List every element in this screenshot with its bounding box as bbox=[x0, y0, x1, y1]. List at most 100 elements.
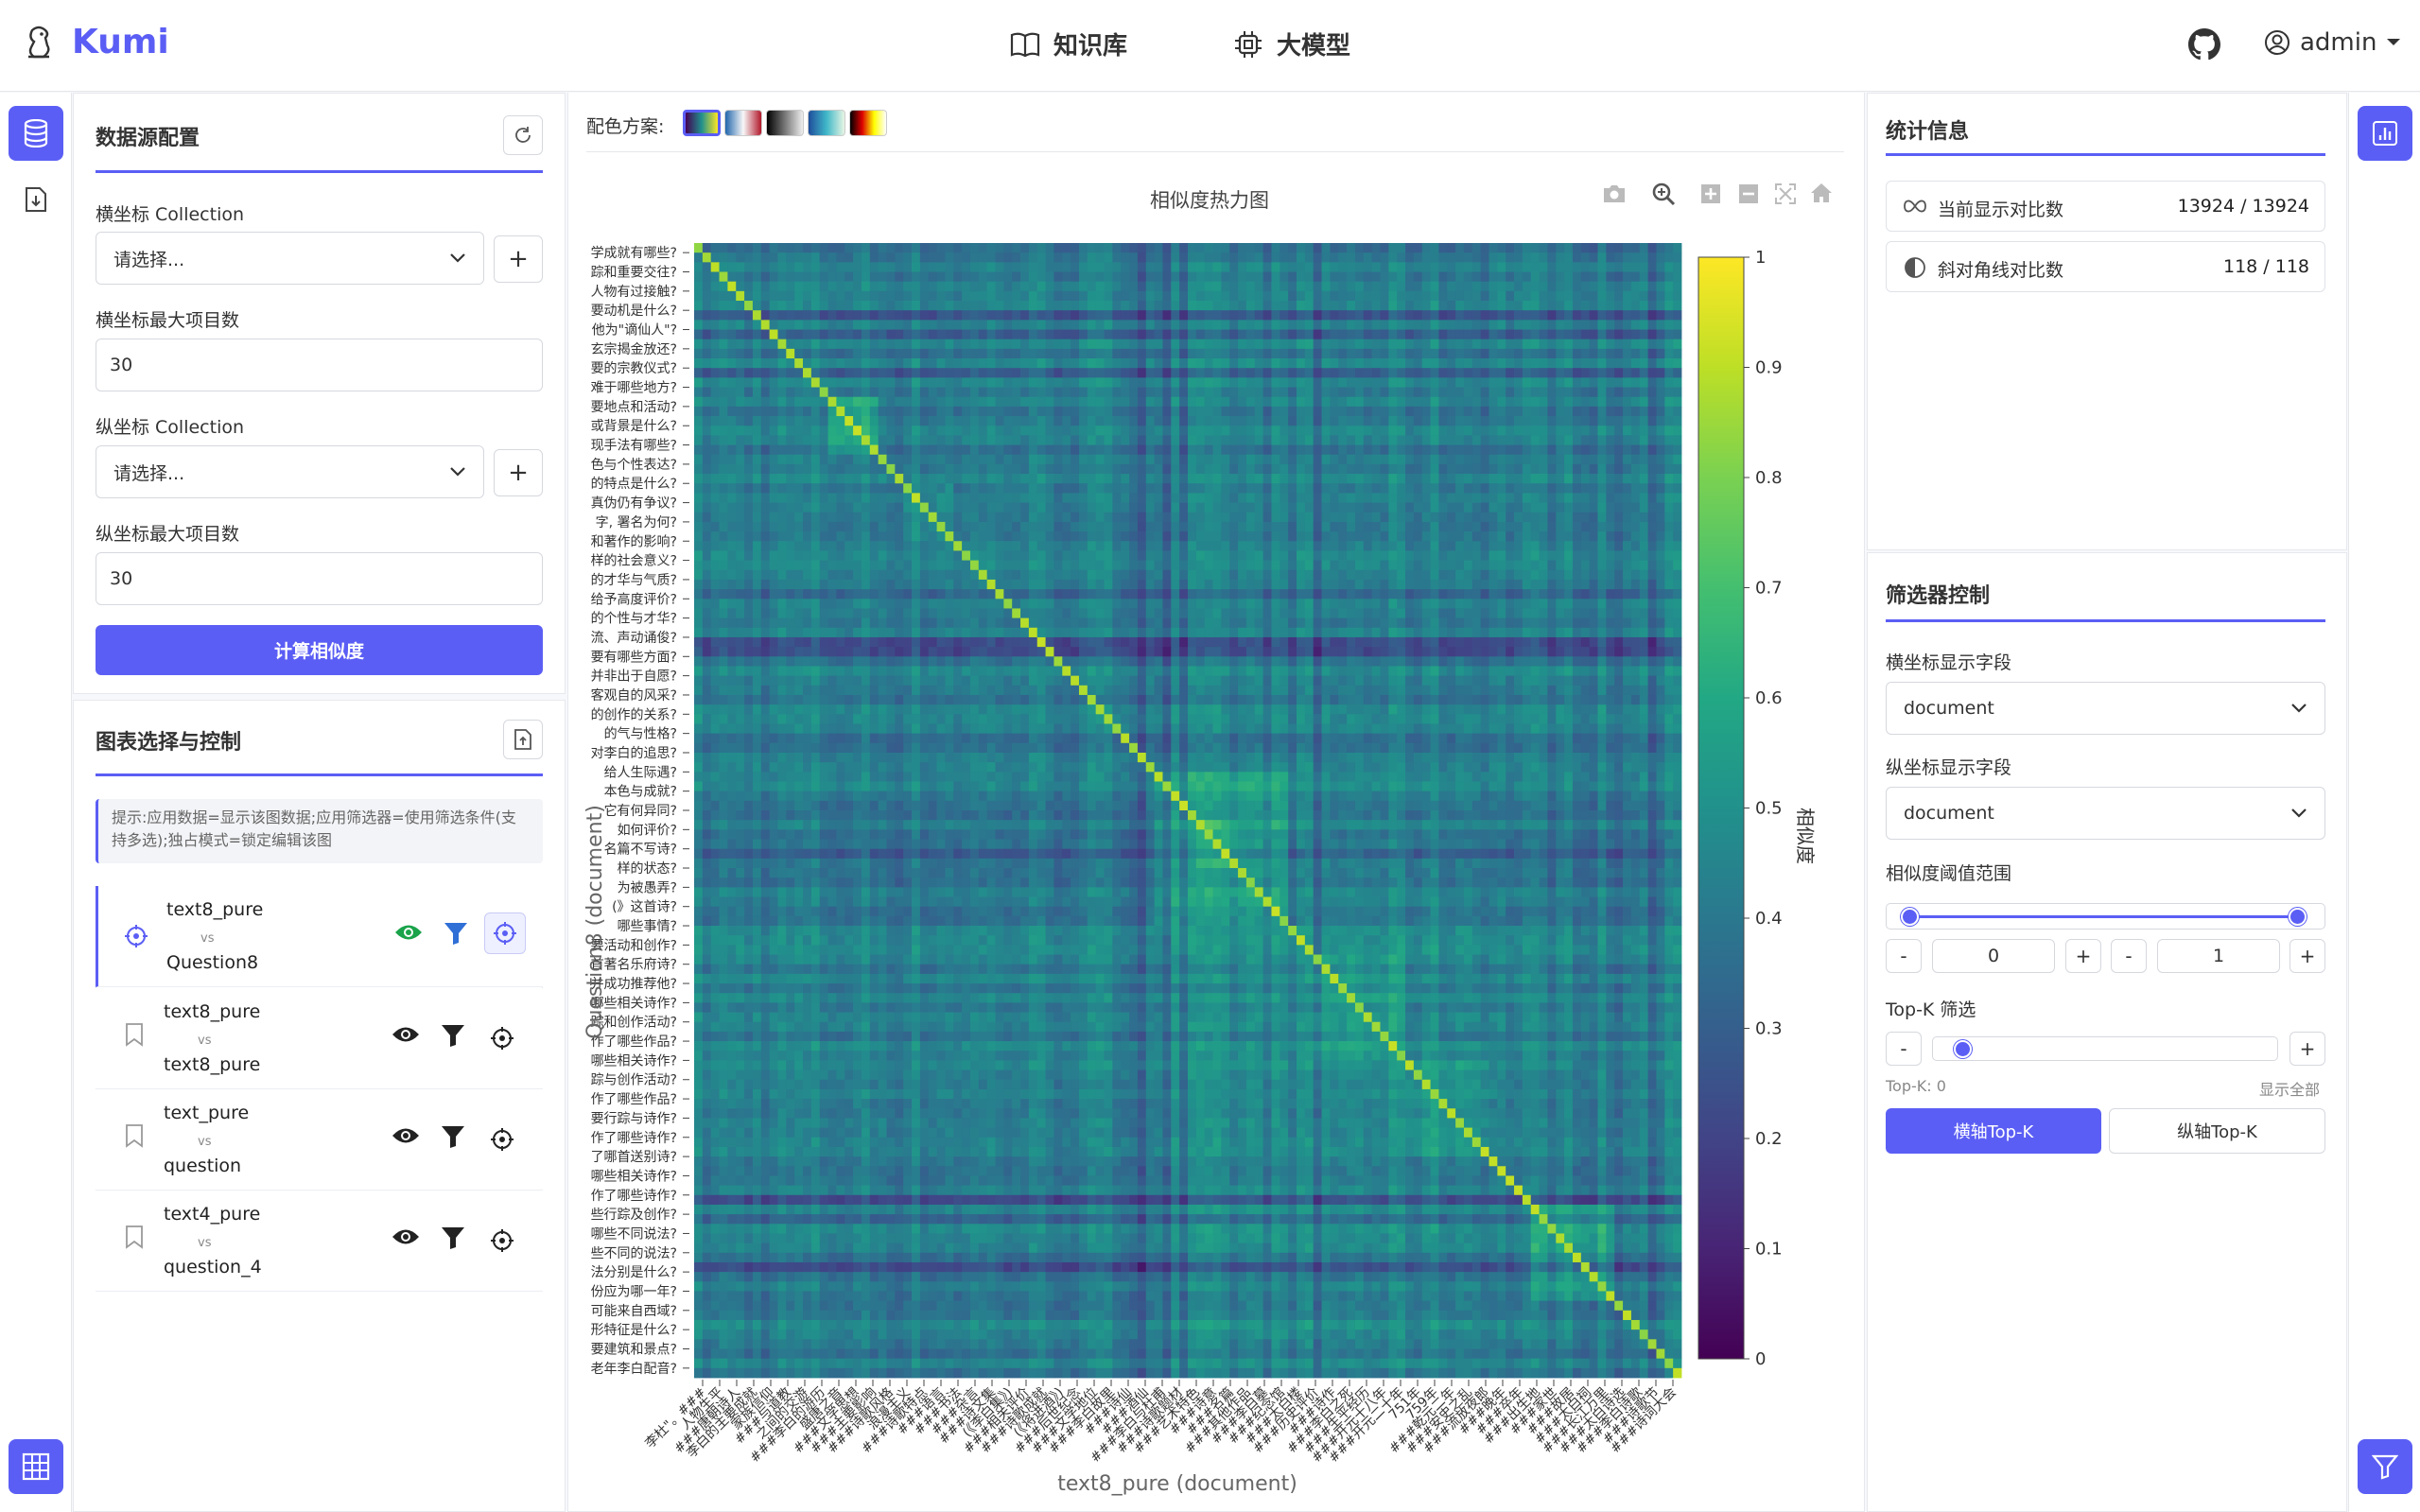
heatmap-cell[interactable] bbox=[1271, 281, 1280, 292]
heatmap-cell[interactable] bbox=[1179, 599, 1189, 609]
heatmap-cell[interactable] bbox=[1647, 377, 1657, 388]
heatmap-cell[interactable] bbox=[710, 521, 720, 532]
heatmap-cell[interactable] bbox=[969, 512, 980, 523]
heatmap-cell[interactable] bbox=[861, 426, 871, 436]
heatmap-cell[interactable] bbox=[1245, 320, 1256, 330]
heatmap-cell[interactable] bbox=[1262, 493, 1272, 503]
heatmap-cell[interactable] bbox=[1347, 483, 1356, 494]
heatmap-cell[interactable] bbox=[1045, 435, 1054, 445]
heatmap-cell[interactable] bbox=[1463, 599, 1473, 609]
heatmap-cell[interactable] bbox=[1229, 444, 1239, 456]
heatmap-cell[interactable] bbox=[1480, 531, 1489, 542]
heatmap-cell[interactable] bbox=[928, 290, 937, 302]
heatmap-cell[interactable] bbox=[1664, 310, 1674, 321]
heatmap-cell[interactable] bbox=[978, 320, 988, 330]
heatmap-cell[interactable] bbox=[1171, 281, 1180, 292]
heatmap-cell[interactable] bbox=[1179, 396, 1189, 408]
heatmap-cell[interactable] bbox=[1280, 531, 1289, 542]
heatmap-cell[interactable] bbox=[1354, 435, 1365, 445]
heatmap-cell[interactable] bbox=[1028, 569, 1038, 581]
heatmap-cell[interactable] bbox=[1062, 617, 1071, 629]
heatmap-cell[interactable] bbox=[1338, 435, 1348, 445]
heatmap-cell[interactable] bbox=[1053, 589, 1063, 600]
heatmap-cell[interactable] bbox=[1606, 368, 1615, 378]
heatmap-cell[interactable] bbox=[836, 569, 845, 581]
heatmap-cell[interactable] bbox=[1129, 502, 1139, 513]
heatmap-cell[interactable] bbox=[1053, 579, 1063, 590]
heatmap-cell[interactable] bbox=[878, 262, 887, 272]
heatmap-cell[interactable] bbox=[1647, 243, 1657, 253]
heatmap-cell[interactable] bbox=[1254, 550, 1264, 561]
heatmap-cell[interactable] bbox=[1254, 368, 1264, 378]
heatmap-cell[interactable] bbox=[995, 301, 1004, 311]
heatmap-cell[interactable] bbox=[1630, 243, 1641, 253]
heatmap-cell[interactable] bbox=[1212, 320, 1222, 330]
heatmap-cell[interactable] bbox=[1564, 406, 1574, 417]
heatmap-cell[interactable] bbox=[1580, 483, 1591, 494]
heatmap-cell[interactable] bbox=[1480, 608, 1489, 619]
heatmap-cell[interactable] bbox=[744, 474, 754, 484]
heatmap-cell[interactable] bbox=[1188, 608, 1197, 619]
heatmap-cell[interactable] bbox=[1405, 252, 1415, 263]
heatmap-cell[interactable] bbox=[1388, 387, 1398, 398]
heatmap-cell[interactable] bbox=[1204, 329, 1213, 340]
heatmap-cell[interactable] bbox=[1405, 368, 1415, 378]
heatmap-cell[interactable] bbox=[1338, 560, 1348, 571]
heatmap-cell[interactable] bbox=[978, 599, 988, 609]
heatmap-cell[interactable] bbox=[1614, 512, 1624, 523]
heatmap-cell[interactable] bbox=[936, 627, 946, 638]
heatmap-cell[interactable] bbox=[1188, 521, 1197, 532]
heatmap-cell[interactable] bbox=[694, 387, 704, 398]
heatmap-cell[interactable] bbox=[1036, 368, 1046, 378]
heatmap-cell[interactable] bbox=[1522, 426, 1532, 436]
heatmap-cell[interactable] bbox=[1354, 290, 1365, 302]
heatmap-cell[interactable] bbox=[1405, 329, 1415, 340]
heatmap-cell[interactable] bbox=[1036, 301, 1046, 311]
heatmap-cell[interactable] bbox=[769, 243, 778, 253]
heatmap-cell[interactable] bbox=[1547, 541, 1557, 551]
heatmap-cell[interactable] bbox=[1238, 377, 1247, 388]
heatmap-cell[interactable] bbox=[1556, 290, 1565, 302]
heatmap-cell[interactable] bbox=[861, 243, 871, 253]
heatmap-cell[interactable] bbox=[1647, 368, 1657, 378]
heatmap-cell[interactable] bbox=[1179, 435, 1189, 445]
heatmap-cell[interactable] bbox=[1204, 483, 1213, 494]
heatmap-cell[interactable] bbox=[1071, 329, 1080, 340]
heatmap-cell[interactable] bbox=[969, 377, 980, 388]
heatmap-cell[interactable] bbox=[1673, 271, 1682, 283]
heatmap-cell[interactable] bbox=[1195, 387, 1206, 398]
heatmap-cell[interactable] bbox=[694, 483, 704, 494]
heatmap-cell[interactable] bbox=[1245, 377, 1256, 388]
heatmap-cell[interactable] bbox=[1137, 463, 1147, 475]
heatmap-cell[interactable] bbox=[1036, 608, 1046, 619]
heatmap-cell[interactable] bbox=[1288, 320, 1297, 330]
heatmap-cell[interactable] bbox=[1212, 589, 1222, 600]
heatmap-cell[interactable] bbox=[1630, 387, 1641, 398]
heatmap-cell[interactable] bbox=[1556, 368, 1565, 378]
heatmap-cell[interactable] bbox=[1447, 617, 1456, 629]
heatmap-cell[interactable] bbox=[1028, 301, 1038, 311]
heatmap-cell[interactable] bbox=[1522, 368, 1532, 378]
heatmap-cell[interactable] bbox=[928, 406, 937, 417]
heatmap-cell[interactable] bbox=[936, 358, 946, 369]
heatmap-cell[interactable] bbox=[1204, 396, 1213, 408]
heatmap-cell[interactable] bbox=[1003, 358, 1013, 369]
heatmap-cell[interactable] bbox=[1095, 636, 1105, 648]
heatmap-cell[interactable] bbox=[769, 301, 778, 311]
heatmap-cell[interactable] bbox=[1280, 387, 1289, 398]
heatmap-cell[interactable] bbox=[1321, 320, 1331, 330]
heatmap-cell[interactable] bbox=[1238, 521, 1247, 532]
heatmap-cell[interactable] bbox=[1354, 358, 1365, 369]
heatmap-cell[interactable] bbox=[1664, 358, 1674, 369]
heatmap-cell[interactable] bbox=[1614, 406, 1624, 417]
heatmap-cell[interactable] bbox=[1388, 416, 1398, 426]
heatmap-cell[interactable] bbox=[1121, 310, 1130, 321]
heatmap-cell[interactable] bbox=[912, 396, 921, 408]
heatmap-cell[interactable] bbox=[1297, 512, 1306, 523]
heatmap-cell[interactable] bbox=[1062, 502, 1071, 513]
heatmap-cell[interactable] bbox=[1597, 599, 1607, 609]
heatmap-cell[interactable] bbox=[1162, 512, 1172, 523]
heatmap-cell[interactable] bbox=[1188, 396, 1197, 408]
heatmap-cell[interactable] bbox=[995, 377, 1004, 388]
heatmap-cell[interactable] bbox=[936, 339, 946, 350]
